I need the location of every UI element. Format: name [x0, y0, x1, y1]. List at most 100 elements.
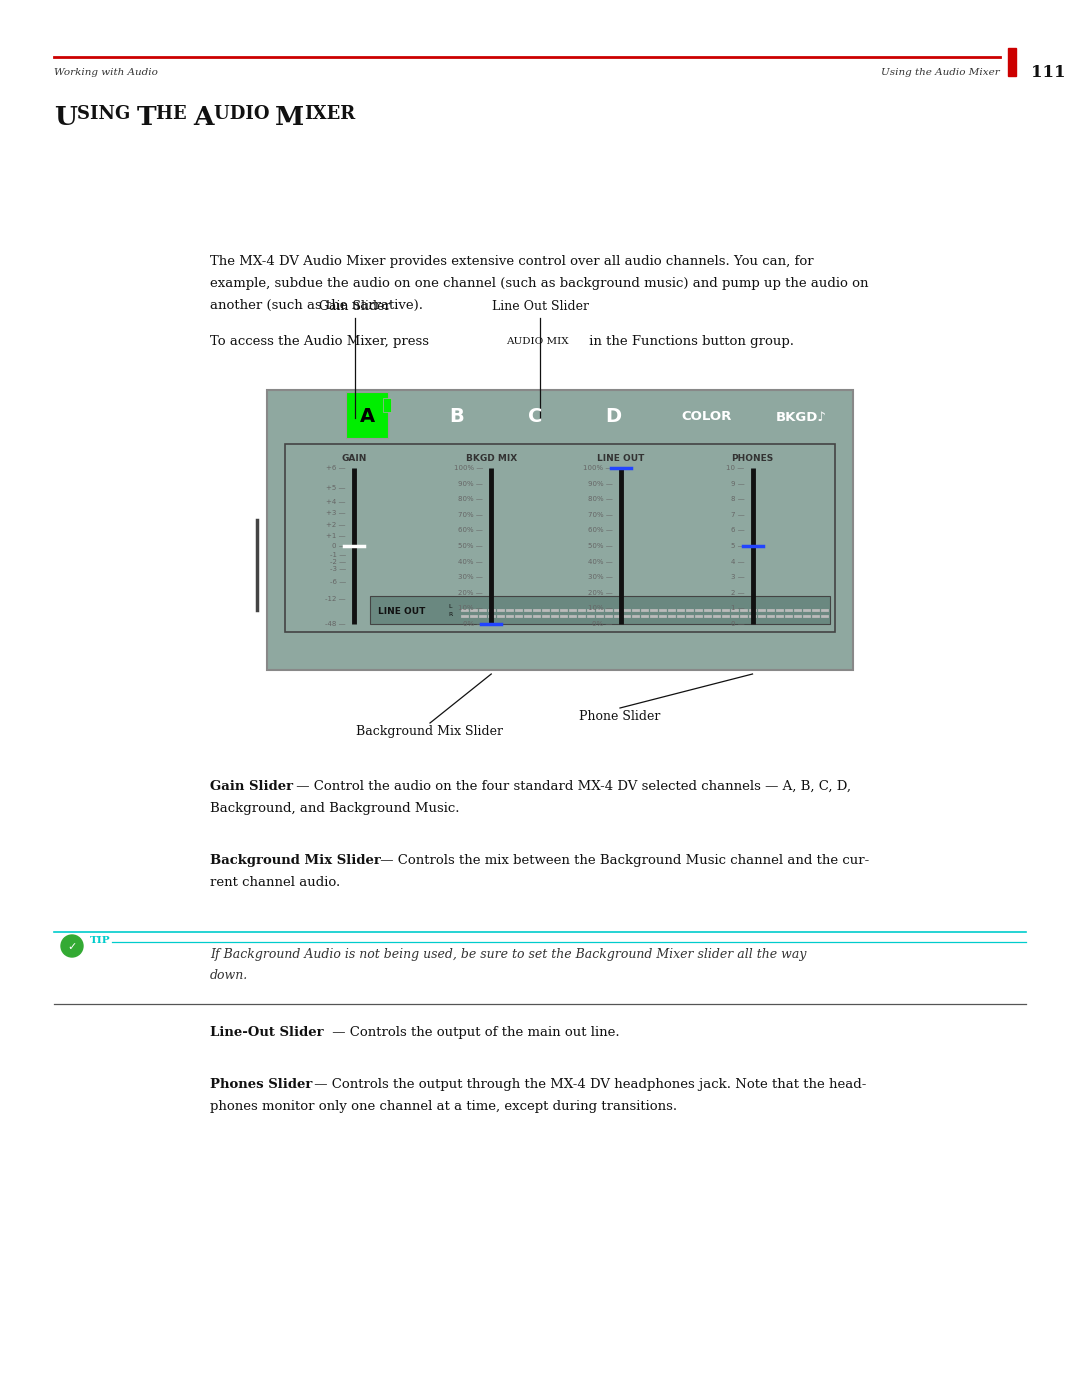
Text: 8 —: 8 —	[731, 496, 744, 502]
Text: -12 —: -12 —	[325, 597, 346, 602]
Text: A: A	[193, 105, 214, 130]
Bar	[383, 398, 391, 412]
Text: down.: down.	[210, 970, 248, 982]
Bar	[1008, 47, 1016, 75]
Text: another (such as the narrative).: another (such as the narrative).	[210, 299, 423, 312]
Text: 2 —: 2 —	[731, 590, 744, 595]
Text: -48 —: -48 —	[325, 622, 346, 627]
Text: U: U	[54, 105, 77, 130]
Text: 70% —: 70% —	[458, 511, 483, 518]
Text: phones monitor only one channel at a time, except during transitions.: phones monitor only one channel at a tim…	[210, 1099, 677, 1113]
Text: example, subdue the audio on one channel (such as background music) and pump up : example, subdue the audio on one channel…	[210, 277, 868, 291]
Text: in the Functions button group.: in the Functions button group.	[585, 335, 794, 348]
Text: 90% —: 90% —	[458, 481, 483, 486]
Text: LINE OUT: LINE OUT	[597, 454, 644, 462]
Text: 10% —: 10% —	[458, 605, 483, 612]
Bar	[267, 390, 853, 671]
Text: 30% —: 30% —	[588, 574, 612, 580]
Text: M: M	[275, 105, 305, 130]
Text: Line Out Slider: Line Out Slider	[491, 300, 589, 313]
Text: Gain Slider: Gain Slider	[210, 780, 293, 793]
Text: 0% —: 0% —	[463, 622, 483, 627]
Text: — Controls the mix between the Background Music channel and the cur-: — Controls the mix between the Backgroun…	[376, 854, 869, 868]
Text: To access the Audio Mixer, press: To access the Audio Mixer, press	[210, 335, 433, 348]
Text: Background Mix Slider: Background Mix Slider	[210, 854, 381, 868]
Text: If Background Audio is not being used, be sure to set the Background Mixer slide: If Background Audio is not being used, b…	[210, 949, 807, 961]
Text: 60% —: 60% —	[458, 528, 483, 534]
Text: Working with Audio: Working with Audio	[54, 68, 158, 77]
Bar	[370, 597, 831, 624]
Text: 20% —: 20% —	[588, 590, 612, 595]
Bar	[346, 393, 388, 439]
Text: -2 —: -2 —	[329, 559, 346, 564]
Text: 7 —: 7 —	[731, 511, 744, 518]
Text: 90% —: 90% —	[588, 481, 612, 486]
Text: 50% —: 50% —	[588, 543, 612, 549]
Text: Using the Audio Mixer: Using the Audio Mixer	[881, 68, 1000, 77]
Text: 9 —: 9 —	[731, 481, 744, 486]
Text: +1 —: +1 —	[326, 532, 346, 539]
Text: 6 —: 6 —	[731, 528, 744, 534]
Text: BKGD♪: BKGD♪	[775, 411, 826, 423]
Circle shape	[60, 935, 83, 957]
Text: IXER: IXER	[305, 105, 355, 123]
Text: — Control the audio on the four standard MX-4 DV selected channels — A, B, C, D,: — Control the audio on the four standard…	[292, 780, 851, 793]
Text: HE: HE	[157, 105, 193, 123]
Text: BKGD MIX: BKGD MIX	[465, 454, 517, 462]
Text: -6 —: -6 —	[329, 578, 346, 585]
Text: 5 —: 5 —	[731, 543, 744, 549]
Text: PHONES: PHONES	[731, 454, 773, 462]
Text: 10% —: 10% —	[588, 605, 612, 612]
Text: C: C	[528, 408, 542, 426]
Text: ✓: ✓	[67, 942, 77, 951]
Text: +5 —: +5 —	[326, 485, 346, 490]
Text: B: B	[449, 408, 464, 426]
Text: The MX-4 DV Audio Mixer provides extensive control over all audio channels. You : The MX-4 DV Audio Mixer provides extensi…	[210, 256, 813, 268]
Text: -1 —: -1 —	[329, 552, 346, 557]
Text: Gain Slider: Gain Slider	[320, 300, 391, 313]
Text: Background Mix Slider: Background Mix Slider	[356, 725, 503, 738]
Text: +2 —: +2 —	[326, 522, 346, 528]
Text: — Controls the output of the main out line.: — Controls the output of the main out li…	[328, 1025, 620, 1039]
Text: D: D	[605, 408, 621, 426]
Text: TIP: TIP	[90, 936, 110, 944]
Text: — Controls the output through the MX-4 DV headphones jack. Note that the head-: — Controls the output through the MX-4 D…	[310, 1078, 866, 1091]
Text: +4 —: +4 —	[326, 499, 346, 506]
Text: R: R	[448, 612, 453, 616]
Text: 10 —: 10 —	[726, 465, 744, 471]
Text: GAIN: GAIN	[341, 454, 366, 462]
Text: 40% —: 40% —	[588, 559, 612, 564]
Text: L: L	[448, 604, 451, 609]
Text: rent channel audio.: rent channel audio.	[210, 876, 340, 888]
Text: 20% —: 20% —	[459, 590, 483, 595]
Text: 70% —: 70% —	[588, 511, 612, 518]
Text: +3 —: +3 —	[326, 510, 346, 517]
Text: 4 —: 4 —	[731, 559, 744, 564]
Text: 40% —: 40% —	[459, 559, 483, 564]
Text: Line-Out Slider: Line-Out Slider	[210, 1025, 324, 1039]
Text: SING: SING	[77, 105, 136, 123]
Text: +6 —: +6 —	[326, 465, 346, 471]
Text: 0 —: 0 —	[731, 622, 744, 627]
Text: A: A	[360, 408, 375, 426]
Text: 30% —: 30% —	[458, 574, 483, 580]
Text: Phone Slider: Phone Slider	[579, 710, 661, 724]
Text: UDIO: UDIO	[214, 105, 275, 123]
Text: LINE OUT: LINE OUT	[378, 606, 426, 616]
Text: 100% —: 100% —	[583, 465, 612, 471]
Text: COLOR: COLOR	[681, 411, 732, 423]
Text: T: T	[136, 105, 157, 130]
Text: 0% —: 0% —	[592, 622, 612, 627]
Text: 80% —: 80% —	[588, 496, 612, 502]
Text: 111: 111	[1030, 64, 1065, 81]
Bar	[285, 444, 835, 631]
Text: 100% —: 100% —	[454, 465, 483, 471]
Text: Background, and Background Music.: Background, and Background Music.	[210, 802, 459, 814]
Text: 50% —: 50% —	[459, 543, 483, 549]
Text: 1 —: 1 —	[731, 605, 744, 612]
Text: 3 —: 3 —	[731, 574, 744, 580]
Text: AUDIO MIX: AUDIO MIX	[507, 337, 569, 346]
Text: -3 —: -3 —	[329, 566, 346, 571]
Text: 60% —: 60% —	[588, 528, 612, 534]
Text: Phones Slider: Phones Slider	[210, 1078, 312, 1091]
